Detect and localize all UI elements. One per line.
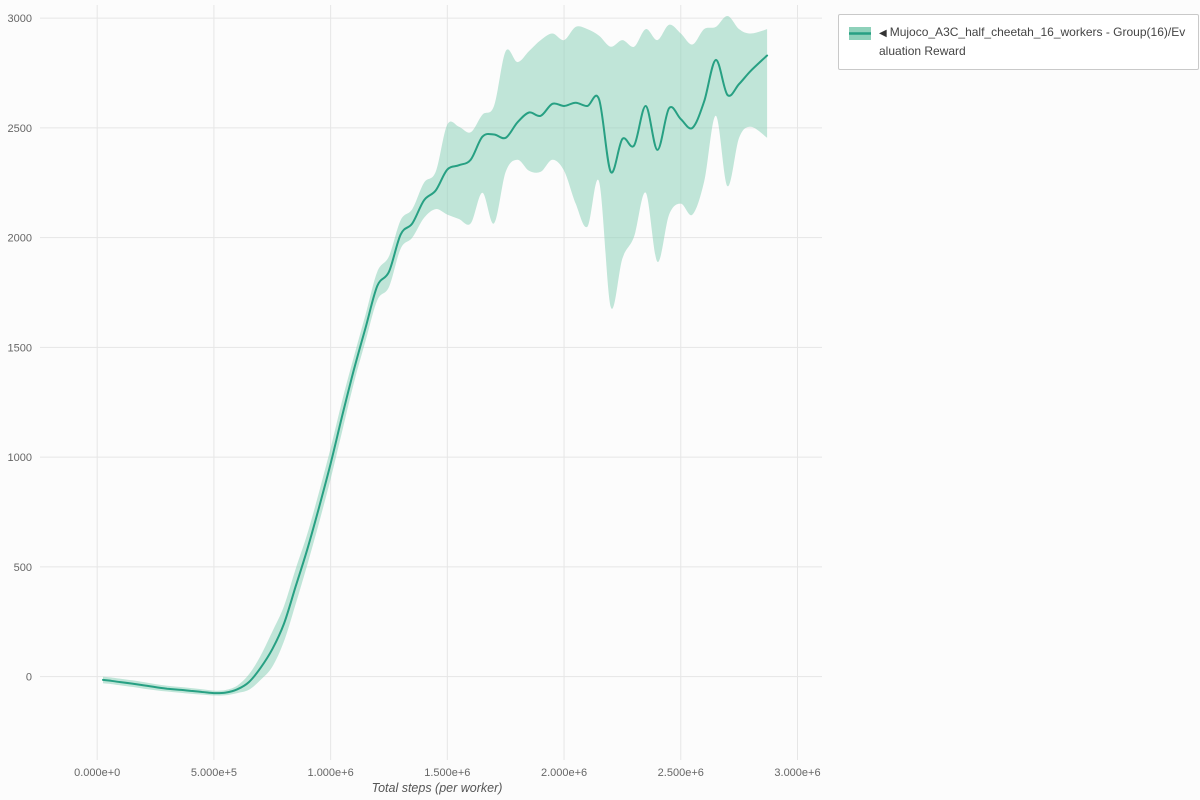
legend-swatch-icon — [849, 27, 871, 40]
y-tick-label: 2500 — [8, 123, 32, 135]
x-axis-label: Total steps (per worker) — [371, 781, 503, 795]
y-tick-label: 1000 — [8, 452, 32, 464]
series-confidence-band — [103, 15, 768, 696]
y-tick-label: 500 — [14, 562, 32, 574]
y-tick-label: 2000 — [8, 233, 32, 245]
x-tick-label: 2.500e+6 — [658, 767, 704, 779]
x-tick-label: 2.000e+6 — [541, 767, 587, 779]
x-tick-label: 1.500e+6 — [424, 767, 470, 779]
y-tick-label: 1500 — [8, 342, 32, 354]
legend-item[interactable]: ◀ Mujoco_A3C_half_cheetah_16_workers - Gr… — [879, 23, 1188, 61]
legend-label: Mujoco_A3C_half_cheetah_16_workers - Gro… — [879, 25, 1186, 59]
collapse-triangle-icon[interactable]: ◀ — [879, 28, 887, 39]
legend[interactable]: ◀ Mujoco_A3C_half_cheetah_16_workers - Gr… — [838, 14, 1199, 71]
y-tick-label: 3000 — [8, 13, 32, 25]
series-mean-line — [102, 54, 769, 695]
x-tick-label: 5.000e+5 — [191, 767, 237, 779]
y-tick-label: 0 — [26, 672, 32, 684]
x-tick-label: 1.000e+6 — [308, 767, 354, 779]
x-tick-label: 0.000e+0 — [74, 767, 120, 779]
x-tick-label: 3.000e+6 — [774, 767, 820, 779]
